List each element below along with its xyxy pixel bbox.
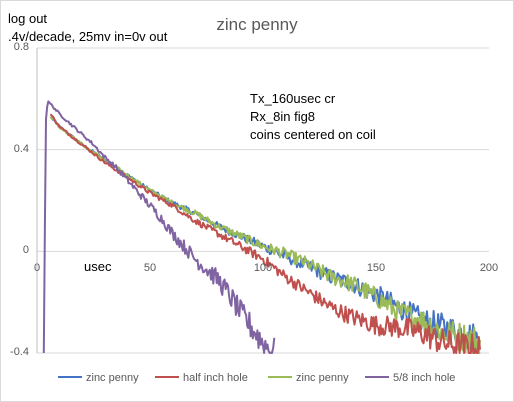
x-tick-label: 50 <box>143 262 157 274</box>
y-tick-label: -0.4 <box>10 346 29 358</box>
legend-entry-half-inch-hole: half inch hole <box>155 372 248 384</box>
x-tick-label: 100 <box>253 262 273 274</box>
series-line-zinc-penny-2 <box>49 116 481 354</box>
annotation-rx: Rx_8in fig8 <box>250 109 316 124</box>
legend: zinc penny half inch hole zinc penny 5/8… <box>0 372 514 390</box>
y-tick-label: 0.4 <box>13 142 29 155</box>
y-axis-label-line-2: .4v/decade, 25mv in=0v out <box>8 29 168 44</box>
legend-label: zinc penny <box>86 372 139 384</box>
x-tick-label: 150 <box>366 262 386 274</box>
y-tick-label: 0 <box>22 244 29 257</box>
legend-swatch <box>365 376 389 379</box>
x-axis-label: usec <box>84 259 112 274</box>
legend-entry-zinc-penny-2: zinc penny <box>268 372 349 384</box>
legend-swatch <box>268 376 292 379</box>
series-line-5-8-inch-hole-3 <box>42 100 276 354</box>
x-tick-label: 0 <box>33 262 41 274</box>
series-layer <box>42 100 481 354</box>
legend-swatch <box>58 376 82 379</box>
y-tick-label: 0.8 <box>13 41 29 53</box>
y-axis-label-line-1: log out <box>8 11 48 26</box>
legend-label: 5/8 inch hole <box>393 372 456 384</box>
legend-entry-5-8-inch-hole: 5/8 inch hole <box>365 372 455 384</box>
annotation-coins: coins centered on coil <box>250 127 376 142</box>
legend-swatch <box>155 376 179 379</box>
annotation-tx: Tx_160usec cr <box>250 91 336 106</box>
legend-label: half inch hole <box>183 372 248 384</box>
x-tick-label: 200 <box>479 262 499 274</box>
chart-title: zinc penny <box>216 15 298 34</box>
legend-entry-zinc-penny-1: zinc penny <box>58 372 139 384</box>
gridlines <box>37 47 489 354</box>
legend-label: zinc penny <box>296 372 349 384</box>
